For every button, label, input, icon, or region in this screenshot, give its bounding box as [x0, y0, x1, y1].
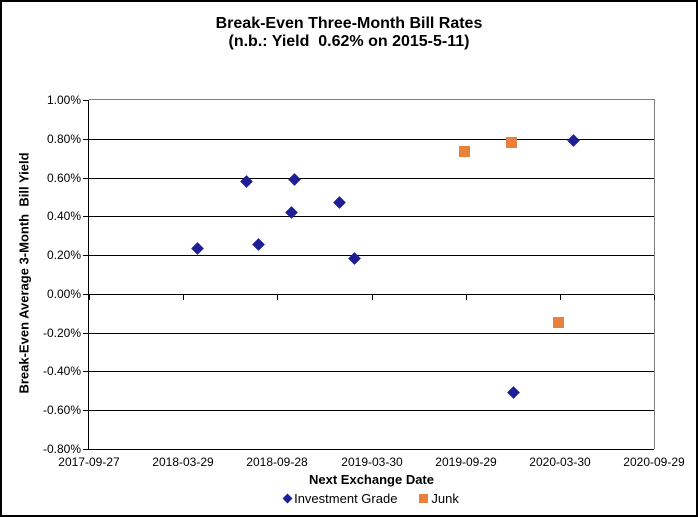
x-axis-tick — [372, 295, 373, 300]
plot-area: 1.00% 0.80% 0.60% 0.40% 0.20% 0.00% -0.20% -0.4… — [43, 93, 685, 469]
x-tick-label: 2018-03-29 — [152, 455, 214, 469]
y-tick-label: 0.00% — [46, 287, 81, 301]
y-tick-label: -0.20% — [42, 326, 81, 340]
y-axis-tick — [83, 139, 88, 140]
y-axis-tick — [83, 294, 88, 295]
x-tick-label: 2018-09-28 — [246, 455, 308, 469]
x-axis-tick — [654, 295, 655, 300]
data-point-diamond — [566, 134, 580, 148]
data-point-diamond — [507, 386, 520, 400]
y-axis-tick — [83, 216, 88, 217]
gridline — [89, 216, 654, 217]
data-point-diamond — [190, 241, 204, 255]
y-axis-tick — [83, 178, 88, 179]
x-axis-tick — [89, 295, 90, 300]
gridline — [89, 371, 654, 372]
x-tick-label: 2019-03-30 — [341, 455, 403, 469]
y-axis-title: Break-Even Average 3-Month Bill Yield — [16, 152, 32, 394]
y-tick-label: 0.80% — [46, 132, 81, 146]
y-axis-tick — [83, 410, 88, 411]
gridline — [89, 139, 654, 140]
data-point-square — [552, 316, 564, 328]
x-axis-tick — [560, 295, 561, 300]
x-axis-title: Next Exchange Date — [309, 472, 434, 487]
y-tick-label: 0.40% — [46, 209, 81, 223]
data-point-diamond — [240, 175, 254, 188]
x-axis-tick — [466, 295, 467, 300]
x-tick-label: 2020-03-30 — [529, 455, 591, 469]
y-tick-label: 0.20% — [46, 248, 81, 262]
x-tick-label: 2019-09-29 — [435, 455, 497, 469]
y-axis-tick — [83, 449, 88, 450]
data-point-diamond — [252, 238, 266, 251]
x-tick-label: 2020-09-29 — [623, 455, 685, 469]
y-tick-label: -0.60% — [42, 403, 81, 417]
x-axis-tick — [183, 295, 184, 300]
legend: Investment Grade Junk — [89, 491, 654, 506]
y-tick-label: -0.40% — [42, 364, 81, 378]
x-tick-label: 2017-09-27 — [58, 455, 120, 469]
y-tick-label: 0.60% — [46, 171, 81, 185]
gridline — [89, 178, 654, 179]
chart-title-line1: Break-Even Three-Month Bill Rates — [215, 15, 483, 32]
chart-title-line2: (n.b.: Yield 0.62% on 2015-5-11) — [228, 33, 470, 50]
data-point-square — [506, 137, 518, 149]
chart-title: Break-Even Three-Month Bill Rates (n.b.:… — [2, 15, 696, 51]
y-axis-tick — [83, 371, 88, 372]
legend-label-investment-grade: Investment Grade — [294, 491, 398, 506]
data-point-square — [459, 145, 471, 157]
gridline — [89, 410, 654, 411]
data-point-diamond — [288, 173, 302, 186]
y-axis-tick — [83, 100, 88, 101]
legend-label-junk: Junk — [431, 491, 459, 506]
investment-grade-diamond-icon — [282, 493, 293, 504]
gridline — [89, 255, 654, 256]
gridline — [89, 294, 654, 295]
y-axis-tick — [83, 255, 88, 256]
legend-item-junk: Junk — [419, 491, 459, 506]
y-tick-label: 1.00% — [46, 93, 81, 107]
junk-square-icon — [419, 494, 429, 503]
gridline — [89, 333, 654, 334]
data-point-diamond — [333, 196, 346, 210]
y-tick-label: -0.80% — [42, 442, 81, 456]
y-axis-line — [88, 100, 89, 450]
legend-item-investment-grade: Investment Grade — [282, 491, 398, 506]
gridline — [89, 449, 654, 450]
x-axis-tick — [277, 295, 278, 300]
y-axis-tick — [83, 333, 88, 334]
